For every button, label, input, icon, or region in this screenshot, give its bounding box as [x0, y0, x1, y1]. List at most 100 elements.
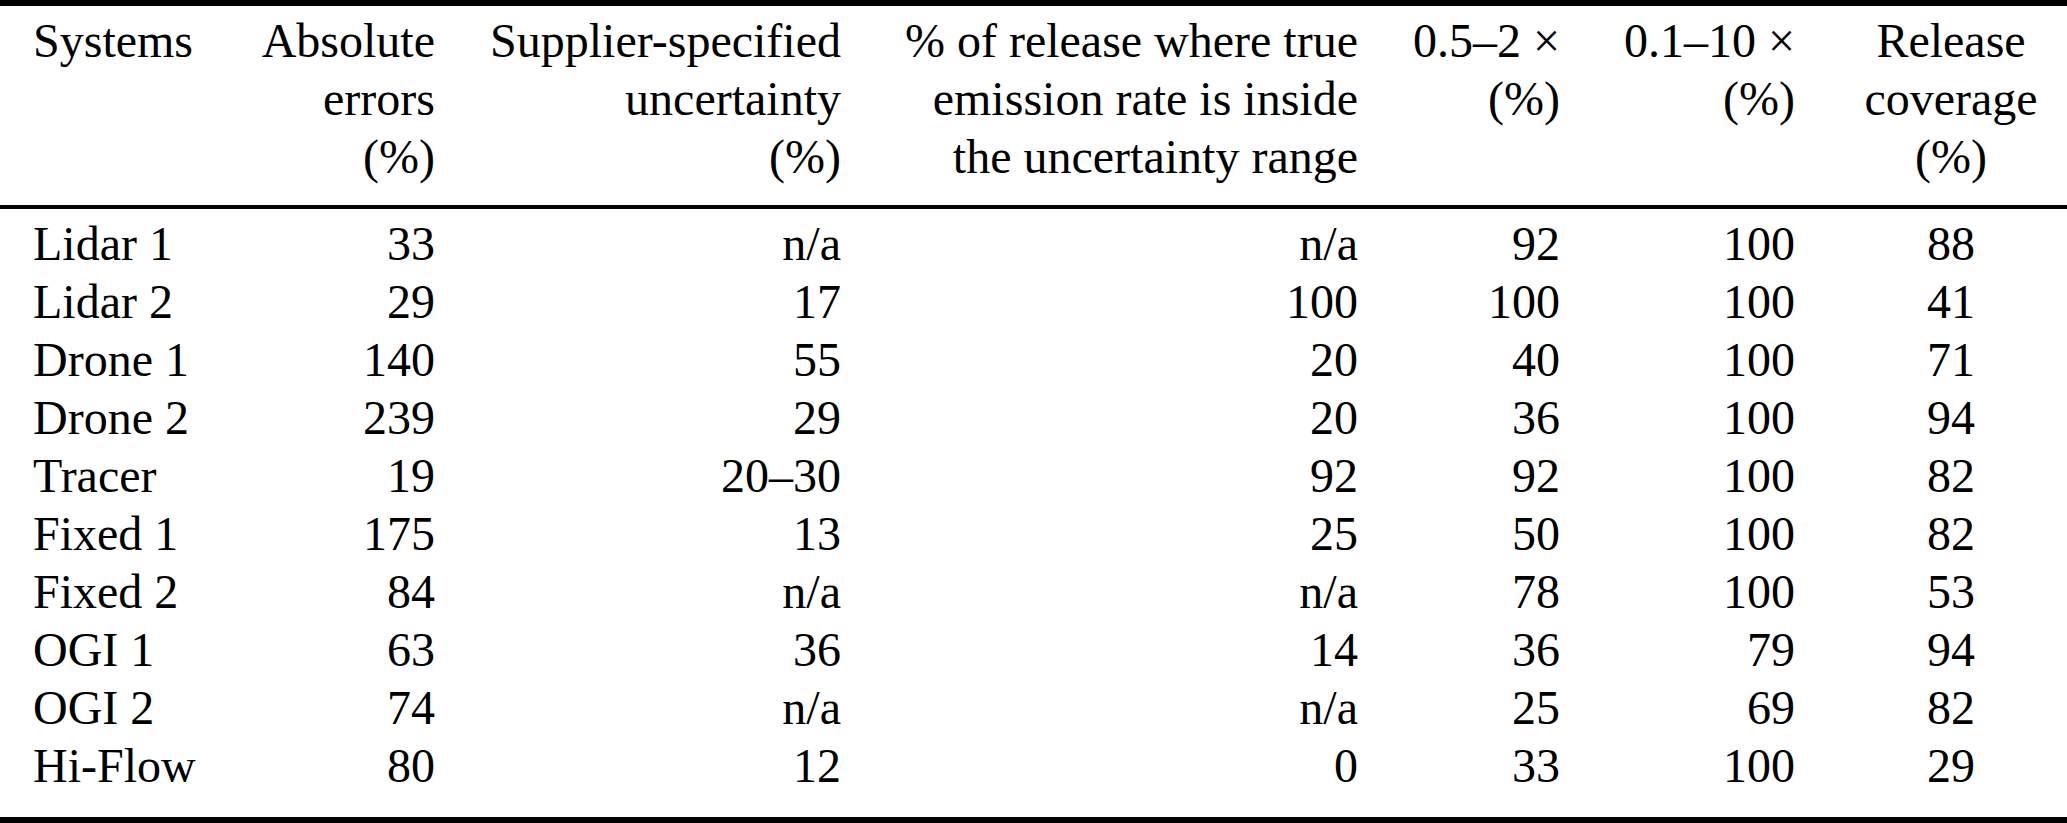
table-row: Drone 114055204010071 [0, 331, 2067, 389]
system-name-cell: OGI 1 [0, 621, 250, 679]
column-header-factor_01_10: 0.1–10 ×(%) [1560, 3, 1795, 207]
value-cell: 29 [1795, 737, 2067, 820]
value-cell: n/a [841, 563, 1358, 621]
table-row: Lidar 2291710010010041 [0, 273, 2067, 331]
header-line: (%) [1560, 70, 1795, 128]
column-header-inside_range: % of release where trueemission rate is … [841, 3, 1358, 207]
value-cell: n/a [435, 679, 841, 737]
table-row: OGI 1633614367994 [0, 621, 2067, 679]
header-line: the uncertainty range [841, 128, 1358, 186]
column-header-systems: Systems [0, 3, 250, 207]
table-header: SystemsAbsoluteerrors(%)Supplier-specifi… [0, 3, 2067, 207]
system-name-cell: Hi-Flow [0, 737, 250, 820]
system-name-cell: Lidar 1 [0, 207, 250, 273]
value-cell: 33 [1358, 737, 1560, 820]
value-cell: 0 [841, 737, 1358, 820]
value-cell: 100 [841, 273, 1358, 331]
table-row: OGI 274n/an/a256982 [0, 679, 2067, 737]
column-header-factor_05_2: 0.5–2 ×(%) [1358, 3, 1560, 207]
header-line: emission rate is inside [841, 70, 1358, 128]
results-table: SystemsAbsoluteerrors(%)Supplier-specifi… [0, 0, 2067, 823]
value-cell: 20 [841, 331, 1358, 389]
value-cell: 78 [1358, 563, 1560, 621]
value-cell: 29 [250, 273, 435, 331]
value-cell: 100 [1560, 389, 1795, 447]
system-name-cell: Fixed 2 [0, 563, 250, 621]
value-cell: 40 [1358, 331, 1560, 389]
column-header-release_coverage: Releasecoverage(%) [1795, 3, 2067, 207]
value-cell: 88 [1795, 207, 2067, 273]
table-body: Lidar 133n/an/a9210088Lidar 229171001001… [0, 207, 2067, 820]
system-name-cell: Tracer [0, 447, 250, 505]
value-cell: 100 [1560, 737, 1795, 820]
value-cell: n/a [841, 679, 1358, 737]
value-cell: 63 [250, 621, 435, 679]
table-row: Drone 223929203610094 [0, 389, 2067, 447]
table-row: Fixed 284n/an/a7810053 [0, 563, 2067, 621]
value-cell: 100 [1560, 505, 1795, 563]
value-cell: n/a [435, 207, 841, 273]
table-row: Fixed 117513255010082 [0, 505, 2067, 563]
value-cell: 100 [1358, 273, 1560, 331]
header-line: (%) [435, 128, 841, 186]
system-name-cell: Lidar 2 [0, 273, 250, 331]
header-line: 0.5–2 × [1358, 12, 1560, 70]
value-cell: 74 [250, 679, 435, 737]
value-cell: 12 [435, 737, 841, 820]
value-cell: 25 [841, 505, 1358, 563]
value-cell: 14 [841, 621, 1358, 679]
value-cell: 53 [1795, 563, 2067, 621]
header-line: (%) [1358, 70, 1560, 128]
table-row: Hi-Flow801203310029 [0, 737, 2067, 820]
value-cell: 20 [841, 389, 1358, 447]
value-cell: 80 [250, 737, 435, 820]
paper-page: SystemsAbsoluteerrors(%)Supplier-specifi… [0, 0, 2067, 823]
header-row: SystemsAbsoluteerrors(%)Supplier-specifi… [0, 3, 2067, 207]
header-line: % of release where true [841, 12, 1358, 70]
system-name-cell: Fixed 1 [0, 505, 250, 563]
value-cell: 100 [1560, 273, 1795, 331]
header-line: errors [250, 70, 435, 128]
value-cell: 239 [250, 389, 435, 447]
header-line: Absolute [250, 12, 435, 70]
value-cell: n/a [841, 207, 1358, 273]
value-cell: 82 [1795, 505, 2067, 563]
value-cell: 13 [435, 505, 841, 563]
table-row: Tracer1920–30929210082 [0, 447, 2067, 505]
value-cell: 94 [1795, 621, 2067, 679]
header-line: Supplier-specified [435, 12, 841, 70]
value-cell: 100 [1560, 331, 1795, 389]
value-cell: n/a [435, 563, 841, 621]
value-cell: 36 [1358, 621, 1560, 679]
value-cell: 82 [1795, 447, 2067, 505]
value-cell: 92 [841, 447, 1358, 505]
value-cell: 94 [1795, 389, 2067, 447]
value-cell: 100 [1560, 447, 1795, 505]
header-line: (%) [250, 128, 435, 186]
system-name-cell: Drone 1 [0, 331, 250, 389]
value-cell: 41 [1795, 273, 2067, 331]
header-line: Systems [33, 12, 250, 70]
value-cell: 69 [1560, 679, 1795, 737]
value-cell: 50 [1358, 505, 1560, 563]
value-cell: 82 [1795, 679, 2067, 737]
header-line: coverage [1835, 70, 2067, 128]
value-cell: 20–30 [435, 447, 841, 505]
value-cell: 100 [1560, 563, 1795, 621]
value-cell: 92 [1358, 207, 1560, 273]
value-cell: 175 [250, 505, 435, 563]
value-cell: 17 [435, 273, 841, 331]
value-cell: 100 [1560, 207, 1795, 273]
value-cell: 36 [1358, 389, 1560, 447]
value-cell: 36 [435, 621, 841, 679]
column-header-supplier_uncertainty: Supplier-specifieduncertainty(%) [435, 3, 841, 207]
value-cell: 84 [250, 563, 435, 621]
value-cell: 29 [435, 389, 841, 447]
system-name-cell: Drone 2 [0, 389, 250, 447]
value-cell: 71 [1795, 331, 2067, 389]
value-cell: 19 [250, 447, 435, 505]
header-line: Release [1835, 12, 2067, 70]
header-line: 0.1–10 × [1560, 12, 1795, 70]
header-line: (%) [1835, 128, 2067, 186]
system-name-cell: OGI 2 [0, 679, 250, 737]
